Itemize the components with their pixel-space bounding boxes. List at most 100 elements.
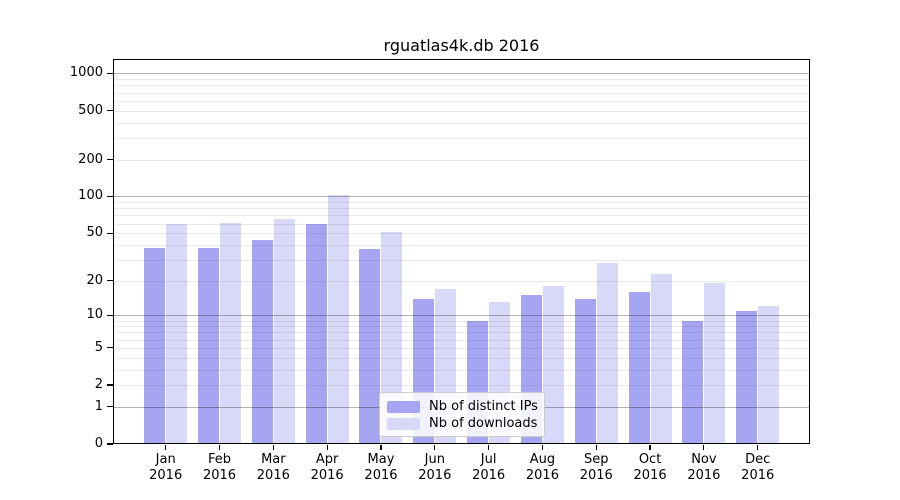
y-tick-label: 2 (94, 377, 103, 393)
x-tick-year: 2016 (418, 467, 452, 483)
minor-gridline (114, 244, 809, 246)
bar-distinct-ips-feb (198, 247, 220, 444)
y-tick-label: 1000 (69, 65, 103, 81)
x-tick-label-nov: Nov 2016 (672, 452, 736, 483)
x-tick-month: Jul (480, 452, 497, 467)
x-tick-label-oct: Oct 2016 (618, 452, 682, 483)
minor-gridline (114, 259, 809, 261)
x-tick-year: 2016 (472, 467, 506, 483)
x-tick-label-jul: Jul 2016 (457, 452, 521, 483)
y-tick-mark (107, 280, 113, 282)
y-tick-mark (107, 406, 113, 408)
minor-gridline (114, 79, 809, 81)
minor-gridline (114, 85, 809, 87)
minor-gridline (114, 137, 809, 139)
x-tick-mark (757, 444, 759, 450)
x-tick-label-apr: Apr 2016 (295, 452, 359, 483)
x-tick-mark (488, 444, 490, 450)
major-gridline (114, 196, 809, 198)
legend: Nb of distinct IPs Nb of downloads (379, 392, 545, 437)
minor-gridline (114, 202, 809, 204)
bar-downloads-aug (542, 286, 564, 444)
minor-gridline (114, 208, 809, 210)
y-tick-label: 5 (94, 339, 103, 355)
minor-gridline (114, 215, 809, 217)
bar-distinct-ips-dec (736, 310, 758, 444)
x-tick-month: Jan (155, 452, 176, 467)
x-tick-label-aug: Aug 2016 (510, 452, 574, 483)
minor-gridline (114, 339, 809, 341)
minor-gridline (114, 223, 809, 225)
x-tick-year: 2016 (687, 467, 721, 483)
x-tick-mark (380, 444, 382, 450)
bar-downloads-may (381, 232, 403, 444)
y-tick-label: 500 (78, 102, 103, 118)
x-tick-month: Sep (583, 452, 609, 467)
minor-gridline (114, 357, 809, 359)
x-tick-label-may: May 2016 (349, 452, 413, 483)
x-tick-year: 2016 (149, 467, 183, 483)
x-tick-year: 2016 (579, 467, 613, 483)
y-tick-mark (107, 347, 113, 349)
y-tick-mark (107, 195, 113, 198)
bar-distinct-ips-nov (682, 320, 704, 444)
minor-gridline (114, 385, 809, 387)
y-tick-mark (107, 314, 113, 316)
minor-gridline (114, 110, 809, 112)
x-tick-month: Dec (745, 452, 771, 467)
legend-label: Nb of distinct IPs (429, 399, 538, 414)
bar-distinct-ips-may (359, 248, 381, 444)
y-tick-mark (107, 232, 113, 234)
x-tick-month: Apr (315, 452, 339, 467)
minor-gridline (114, 159, 809, 161)
minor-gridline (114, 326, 809, 328)
legend-row: Nb of distinct IPs (387, 398, 538, 415)
x-tick-year: 2016 (364, 467, 398, 483)
bar-downloads-mar (273, 219, 295, 444)
x-tick-month: Feb (208, 452, 232, 467)
major-gridline (114, 73, 809, 75)
x-tick-month: Nov (691, 452, 717, 467)
bar-downloads-sep (596, 263, 618, 444)
x-tick-month: Mar (261, 452, 286, 467)
minor-gridline (114, 347, 809, 349)
y-tick-label: 50 (86, 225, 103, 241)
bar-distinct-ips-jan (144, 247, 166, 444)
x-tick-mark (326, 444, 328, 450)
bar-downloads-dec (758, 306, 780, 444)
x-tick-mark (165, 444, 167, 450)
bar-downloads-feb (220, 222, 242, 444)
bar-distinct-ips-sep (574, 298, 596, 444)
minor-gridline (114, 332, 809, 334)
y-tick-label: 1 (94, 398, 103, 414)
x-tick-mark (703, 444, 705, 450)
x-tick-mark (595, 444, 597, 450)
bar-distinct-ips-apr (305, 223, 327, 444)
x-tick-year: 2016 (633, 467, 667, 483)
x-tick-label-sep: Sep 2016 (564, 452, 628, 483)
legend-row: Nb of downloads (387, 415, 537, 432)
legend-swatch-downloads (387, 417, 420, 430)
minor-gridline (114, 92, 809, 94)
x-tick-label-jun: Jun 2016 (403, 452, 467, 483)
y-tick-label: 100 (78, 188, 103, 204)
y-tick-label: 10 (86, 307, 103, 323)
y-tick-mark (107, 384, 113, 386)
minor-gridline (114, 320, 809, 322)
bar-downloads-jan (166, 223, 188, 444)
x-tick-label-feb: Feb 2016 (188, 452, 252, 483)
bar-distinct-ips-mar (251, 239, 273, 444)
x-tick-mark (434, 444, 436, 450)
x-tick-year: 2016 (525, 467, 559, 483)
x-tick-mark (541, 444, 544, 450)
x-tick-year: 2016 (202, 467, 237, 483)
x-tick-mark (649, 444, 651, 450)
x-tick-mark (218, 444, 221, 450)
minor-gridline (114, 122, 809, 124)
x-tick-month: Oct (638, 452, 662, 467)
bar-downloads-apr (327, 195, 349, 444)
minor-gridline (114, 280, 809, 282)
major-gridline (114, 315, 809, 317)
y-tick-mark (107, 109, 113, 112)
